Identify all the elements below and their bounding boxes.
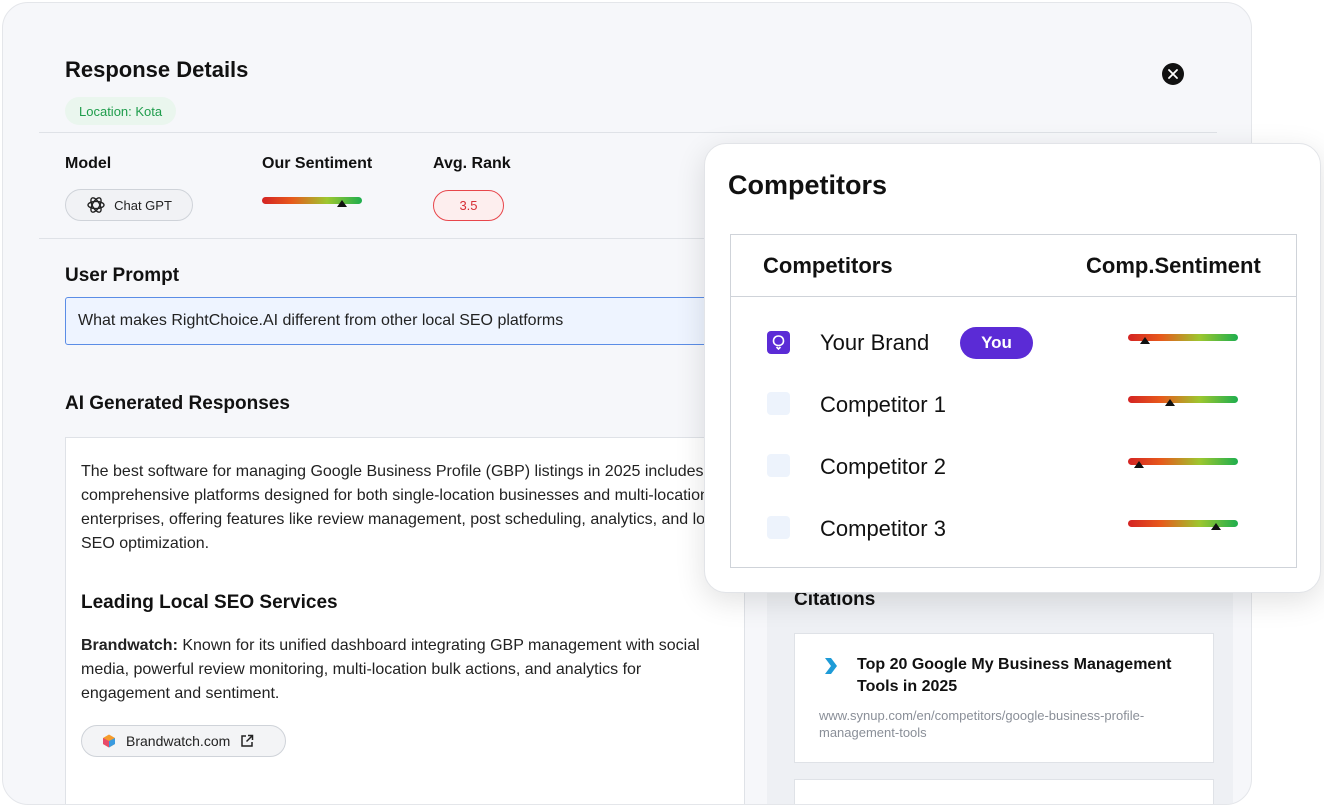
competitors-panel: Competitors Competitors Comp.Sentiment Y… xyxy=(704,143,1321,593)
citation-title: Top 20 Google My Business Management Too… xyxy=(857,656,1172,695)
your-brand-logo xyxy=(767,331,790,354)
competitor-sentiment-marker xyxy=(1134,461,1144,468)
our-sentiment-bar xyxy=(262,197,362,204)
competitor-name: Competitor 1 xyxy=(820,392,946,417)
chatgpt-icon xyxy=(87,197,105,213)
chevron-logo-icon xyxy=(825,658,837,674)
competitors-column-header: Competitors xyxy=(763,253,893,278)
competitor-sentiment-bar xyxy=(1128,458,1238,465)
user-prompt-label: User Prompt xyxy=(65,265,180,286)
competitors-panel-title: Competitors xyxy=(728,170,888,200)
user-prompt-field[interactable]: What makes RightChoice.AI different from… xyxy=(65,297,785,345)
close-icon xyxy=(1168,69,1178,79)
citations-title: Citations xyxy=(794,589,876,610)
competitor-sentiment-bar xyxy=(1128,396,1238,403)
competitor-sentiment-bar xyxy=(1128,334,1238,341)
sentiment-label: Our Sentiment xyxy=(262,155,373,172)
response-paragraph: The best software for managing Google Bu… xyxy=(81,463,726,552)
competitor-name: Your Brand xyxy=(820,330,930,355)
citations-column: Citations Top 20 Google My Business Mana… xyxy=(767,563,1233,804)
close-button[interactable] xyxy=(1162,63,1184,85)
page-title: Response Details xyxy=(65,57,249,82)
citation-card[interactable] xyxy=(794,779,1214,804)
response-panel: The best software for managing Google Bu… xyxy=(65,437,745,804)
citation-url: www.synup.com/en/competitors/google-busi… xyxy=(819,708,1145,740)
brand-name: Brandwatch: xyxy=(81,637,178,654)
model-pill[interactable]: Chat GPT xyxy=(65,189,193,221)
our-sentiment-marker xyxy=(337,200,347,207)
divider xyxy=(39,238,1217,239)
competitor-sentiment-bar xyxy=(1128,520,1238,527)
citation-card[interactable]: Top 20 Google My Business Management Too… xyxy=(794,633,1214,763)
competitor-name: Competitor 2 xyxy=(820,454,946,479)
brand-logo-icon xyxy=(772,335,785,350)
model-name: Chat GPT xyxy=(114,197,172,213)
competitors-table: Competitors Comp.Sentiment Your Brand Yo… xyxy=(730,234,1297,568)
you-badge: You xyxy=(960,327,1033,359)
model-label: Model xyxy=(65,155,112,172)
competitor-name: Competitor 3 xyxy=(820,516,946,541)
brand-logo-icon xyxy=(103,734,115,748)
avg-rank-badge: 3.5 xyxy=(433,190,504,221)
competitor-logo xyxy=(767,454,790,477)
brand-text: Known for its unified dashboard integrat… xyxy=(81,637,700,702)
competitor-sentiment-marker xyxy=(1164,399,1175,406)
header-divider xyxy=(731,296,1296,297)
competitor-logo xyxy=(767,516,790,539)
competitor-logo xyxy=(767,392,790,415)
competitor-sentiment-marker xyxy=(1211,523,1221,530)
response-section-heading: Leading Local SEO Services xyxy=(81,592,338,613)
location-badge: Location: Kota xyxy=(65,97,177,125)
sentiment-column-header: Comp.Sentiment xyxy=(1086,253,1261,278)
external-link-icon xyxy=(241,734,254,747)
source-link-pill[interactable]: Brandwatch.com xyxy=(81,725,286,757)
divider xyxy=(39,132,1217,133)
source-link-label: Brandwatch.com xyxy=(126,733,231,749)
avg-rank-label: Avg. Rank xyxy=(433,155,511,172)
brand-description: Brandwatch: Known for its unified dashbo… xyxy=(81,634,731,706)
competitor-sentiment-marker xyxy=(1139,337,1150,344)
user-prompt-text: What makes RightChoice.AI different from… xyxy=(78,312,564,329)
ai-responses-label: AI Generated Responses xyxy=(65,393,290,414)
